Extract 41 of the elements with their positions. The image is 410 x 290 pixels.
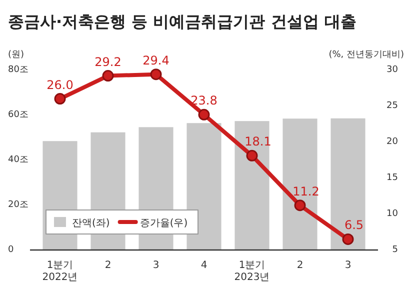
y2-tick-label: 5 xyxy=(392,245,398,255)
y2-tick-label: 10 xyxy=(386,209,398,219)
point xyxy=(342,233,354,245)
data-label: 18.1 xyxy=(244,134,272,149)
point xyxy=(102,70,114,82)
legend-label: 잔액(좌) xyxy=(72,218,110,229)
y2-tick-label: 25 xyxy=(386,101,398,111)
y-tick-label: 40조 xyxy=(8,155,28,165)
bar xyxy=(234,121,270,250)
y2-tick-label: 15 xyxy=(386,173,398,183)
data-label: 6.5 xyxy=(344,218,364,232)
y-tick-label: 20조 xyxy=(8,200,28,210)
point xyxy=(150,68,162,80)
data-label: 29.2 xyxy=(94,54,122,69)
point xyxy=(294,200,306,212)
y2-tick-label: 20 xyxy=(386,137,398,147)
x-tick-label: 3 xyxy=(152,260,160,271)
y2-axis-title: (%, 전년동기대비) xyxy=(328,50,404,60)
y2-tick-label: 30 xyxy=(386,65,398,75)
legend-label: 증가율(우) xyxy=(140,218,188,229)
x-tick-label: 4 xyxy=(200,260,208,271)
bar xyxy=(282,118,318,250)
bar xyxy=(186,123,222,250)
point xyxy=(246,150,258,162)
y-axis-title: (원) xyxy=(8,50,24,60)
y-tick-label: 80조 xyxy=(8,65,28,75)
data-label: 29.4 xyxy=(142,53,170,68)
y-tick-label: 0 xyxy=(8,245,14,255)
data-label: 26.0 xyxy=(46,78,74,92)
data-label: 11.2 xyxy=(292,184,320,198)
x-tick-label: 1분기 2022년 xyxy=(42,260,78,283)
x-tick-label: 3 xyxy=(344,260,352,271)
x-tick-label: 2 xyxy=(296,260,304,271)
x-tick-label: 2 xyxy=(104,260,112,271)
point xyxy=(54,93,66,105)
x-tick-label: 1분기 2023년 xyxy=(234,260,270,283)
bar xyxy=(330,118,366,250)
chart-title: 종금사·저축은행 등 비예금취급기관 건설업 대출 xyxy=(8,12,356,31)
y-tick-label: 60조 xyxy=(8,110,28,120)
data-label: 23.8 xyxy=(190,94,218,108)
point xyxy=(198,108,210,120)
